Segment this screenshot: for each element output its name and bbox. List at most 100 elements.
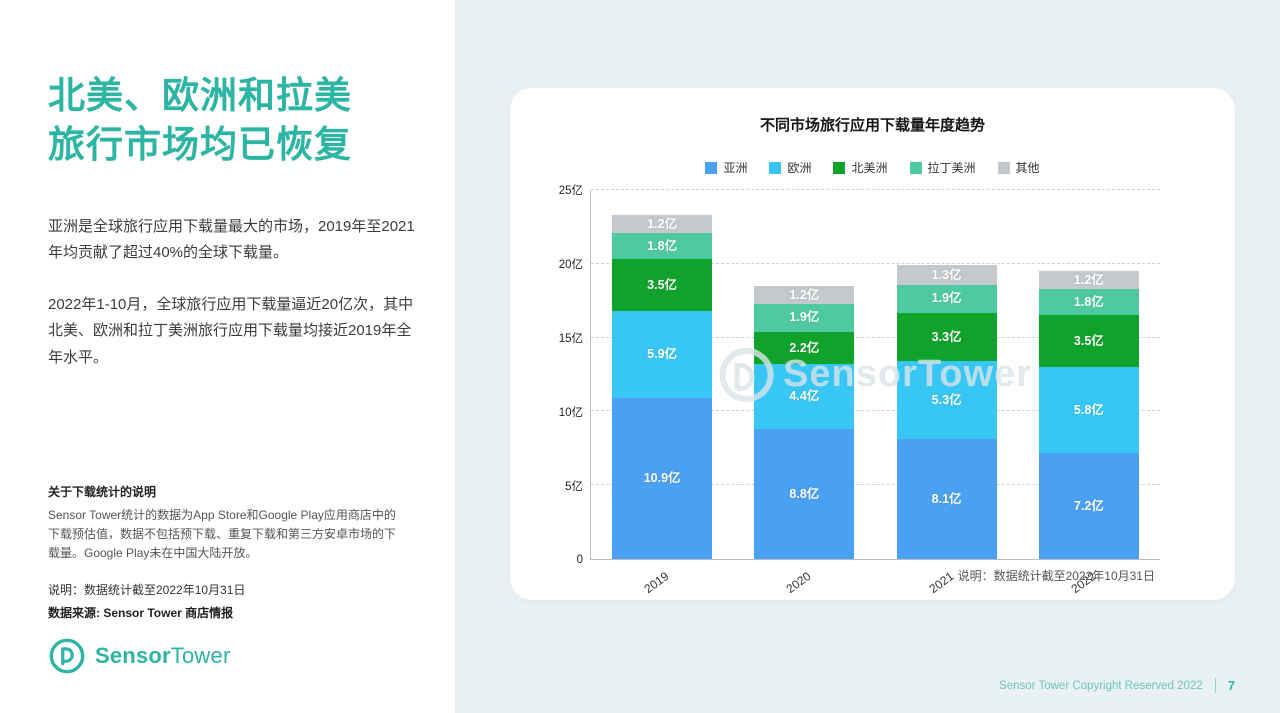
legend-item-拉丁美洲: 拉丁美洲 [909,159,976,176]
chart-legend: 亚洲 欧洲 北美洲 拉丁美洲 其他 [510,159,1235,176]
segment-2020-亚洲: 8.8亿 [754,429,855,559]
x-tick-label: 2021 [926,569,957,597]
legend-swatch [997,161,1010,174]
legend-swatch [909,161,922,174]
y-tick-label: 10亿 [558,407,583,419]
segment-value-label: 10.9亿 [643,471,681,486]
bar-2021: 8.1亿 5.3亿 3.3亿 1.9亿 1.3亿 [896,190,997,559]
segment-2019-拉丁美洲: 1.8亿 [612,232,713,260]
segment-2022-北美洲: 3.5亿 [1038,315,1139,368]
segment-2021-拉丁美洲: 1.9亿 [896,284,997,313]
legend-item-欧洲: 欧洲 [769,159,811,176]
page-title: 北美、欧洲和拉美 旅行市场均已恢复 [48,72,415,170]
segment-value-label: 7.2亿 [1073,498,1104,513]
segment-value-label: 1.2亿 [647,216,678,231]
segment-2019-欧洲: 5.9亿 [612,311,713,399]
legend-label: 北美洲 [851,161,888,175]
segment-2019-北美洲: 3.5亿 [612,259,713,312]
segment-2020-欧洲: 4.4亿 [754,364,855,430]
segment-value-label: 8.1亿 [931,491,962,506]
sensor-tower-logo: SensorTower [48,637,415,675]
segment-2022-其他: 1.2亿 [1038,271,1139,289]
segment-2022-欧洲: 5.8亿 [1038,367,1139,453]
y-axis-labels: 0 5亿 10亿 15亿 20亿 25亿 [539,185,583,566]
segment-value-label: 1.3亿 [931,267,962,282]
segment-value-label: 3.5亿 [1073,334,1104,349]
legend-label: 其他 [1015,161,1040,175]
x-tick-label: 2020 [783,569,814,597]
y-tick-label: 15亿 [558,333,583,345]
sensor-tower-logo-icon [49,638,85,674]
segment-value-label: 5.9亿 [647,347,678,362]
segment-value-label: 1.9亿 [789,310,820,325]
segment-2020-北美洲: 2.2亿 [754,331,855,365]
chart-footnote: 说明：数据统计截至2022年10月31日 [957,569,1155,583]
segment-value-label: 1.2亿 [789,287,820,302]
gridline-10 [591,410,1160,412]
chart-title: 不同市场旅行应用下载量年度趋势 [759,117,985,134]
bars: 10.9亿 5.9亿 3.5亿 1.8亿 1.2亿 8.8亿 4.4亿 2.2亿 1.9亿 1.2… [591,190,1160,559]
segment-value-label: 5.8亿 [1073,402,1104,417]
sensor-tower-logo-text: SensorTower [95,643,230,669]
segment-value-label: 1.8亿 [1073,294,1104,309]
legend-item-北美洲: 北美洲 [833,159,888,176]
plot-area: 0 5亿 10亿 15亿 20亿 25亿 10.9亿 5.9亿 3.5亿 1.8亿 1.2亿 8.8… [559,185,1160,566]
page-title-line2: 旅行市场均已恢复 [48,123,352,165]
page-number: 7 [1227,678,1235,693]
logo-text-tower: Tower [170,643,231,668]
legend-label: 拉丁美洲 [927,161,976,175]
bar-2022: 7.2亿 5.8亿 3.5亿 1.8亿 1.2亿 [1038,190,1139,559]
segment-value-label: 5.3亿 [931,393,962,408]
segment-2020-拉丁美洲: 1.9亿 [754,303,855,332]
segment-value-label: 3.3亿 [931,329,962,344]
segment-value-label: 8.8亿 [789,486,820,501]
gridline-5 [591,484,1160,486]
footer-divider [1214,678,1216,693]
segment-value-label: 2.2亿 [789,340,820,355]
bar-2020: 8.8亿 4.4亿 2.2亿 1.9亿 1.2亿 [754,190,855,559]
segment-value-label: 3.5亿 [647,277,678,292]
segment-value-label: 1.2亿 [1073,272,1104,287]
left-panel: 北美、欧洲和拉美 旅行市场均已恢复 亚洲是全球旅行应用下载量最大的市场，2019… [0,0,455,713]
segment-2022-亚洲: 7.2亿 [1038,452,1139,559]
segment-value-label: 1.8亿 [647,238,678,253]
data-source: 数据来源: Sensor Tower 商店情报 [48,606,234,621]
legend-swatch [833,161,846,174]
segment-2019-其他: 1.2亿 [612,215,713,233]
page-footer: Sensor Tower Copyright Reserved 2022 7 [999,678,1235,693]
note-cutoff: 说明：数据统计截至2022年10月31日 [48,583,246,598]
y-tick-label: 5亿 [565,481,583,493]
segment-2020-其他: 1.2亿 [754,285,855,304]
legend-swatch [705,161,718,174]
copyright-text: Sensor Tower Copyright Reserved 2022 [999,679,1203,692]
segment-2021-亚洲: 8.1亿 [896,439,997,559]
page-title-line1: 北美、欧洲和拉美 [48,75,352,116]
legend-label: 欧洲 [787,161,812,175]
bar-2019: 10.9亿 5.9亿 3.5亿 1.8亿 1.2亿 [612,190,713,559]
legend-item-其他: 其他 [997,159,1040,176]
x-tick-2020: 2020 [754,560,854,598]
x-tick-label: 2019 [641,569,672,597]
segment-value-label: 4.4亿 [789,389,820,404]
segment-2021-北美洲: 3.3亿 [896,312,997,362]
y-tick-label: 0 [576,554,583,566]
chart-region: 不同市场旅行应用下载量年度趋势 亚洲 欧洲 北美洲 拉丁美洲 其他 0 5亿 10亿 15亿 2… [455,0,1280,713]
legend-label: 亚洲 [723,161,748,175]
segment-2019-亚洲: 10.9亿 [612,398,713,559]
y-tick-label: 25亿 [558,185,583,197]
gridline-25 [591,189,1160,190]
chart-card: 不同市场旅行应用下载量年度趋势 亚洲 欧洲 北美洲 拉丁美洲 其他 0 5亿 10亿 15亿 2… [510,88,1235,600]
chart: 0 5亿 10亿 15亿 20亿 25亿 10.9亿 5.9亿 3.5亿 1.8亿 1.2亿 8.8… [559,185,1160,598]
segment-2021-其他: 1.3亿 [896,265,997,285]
gridline-15 [591,336,1160,338]
legend-item-亚洲: 亚洲 [705,159,747,176]
legend-swatch [769,161,782,174]
logo-text-sensor: Sensor [95,643,171,668]
note-title: 关于下载统计的说明 [48,484,157,499]
x-tick-2019: 2019 [611,560,711,598]
y-tick-label: 20亿 [558,259,583,271]
note-body: Sensor Tower统计的数据为App Store和Google Play应… [48,507,397,561]
body-paragraph-2: 2022年1-10月，全球旅行应用下载量逼近20亿次，其中北美、欧洲和拉丁美洲旅… [48,296,414,366]
segment-2022-拉丁美洲: 1.8亿 [1038,288,1139,316]
